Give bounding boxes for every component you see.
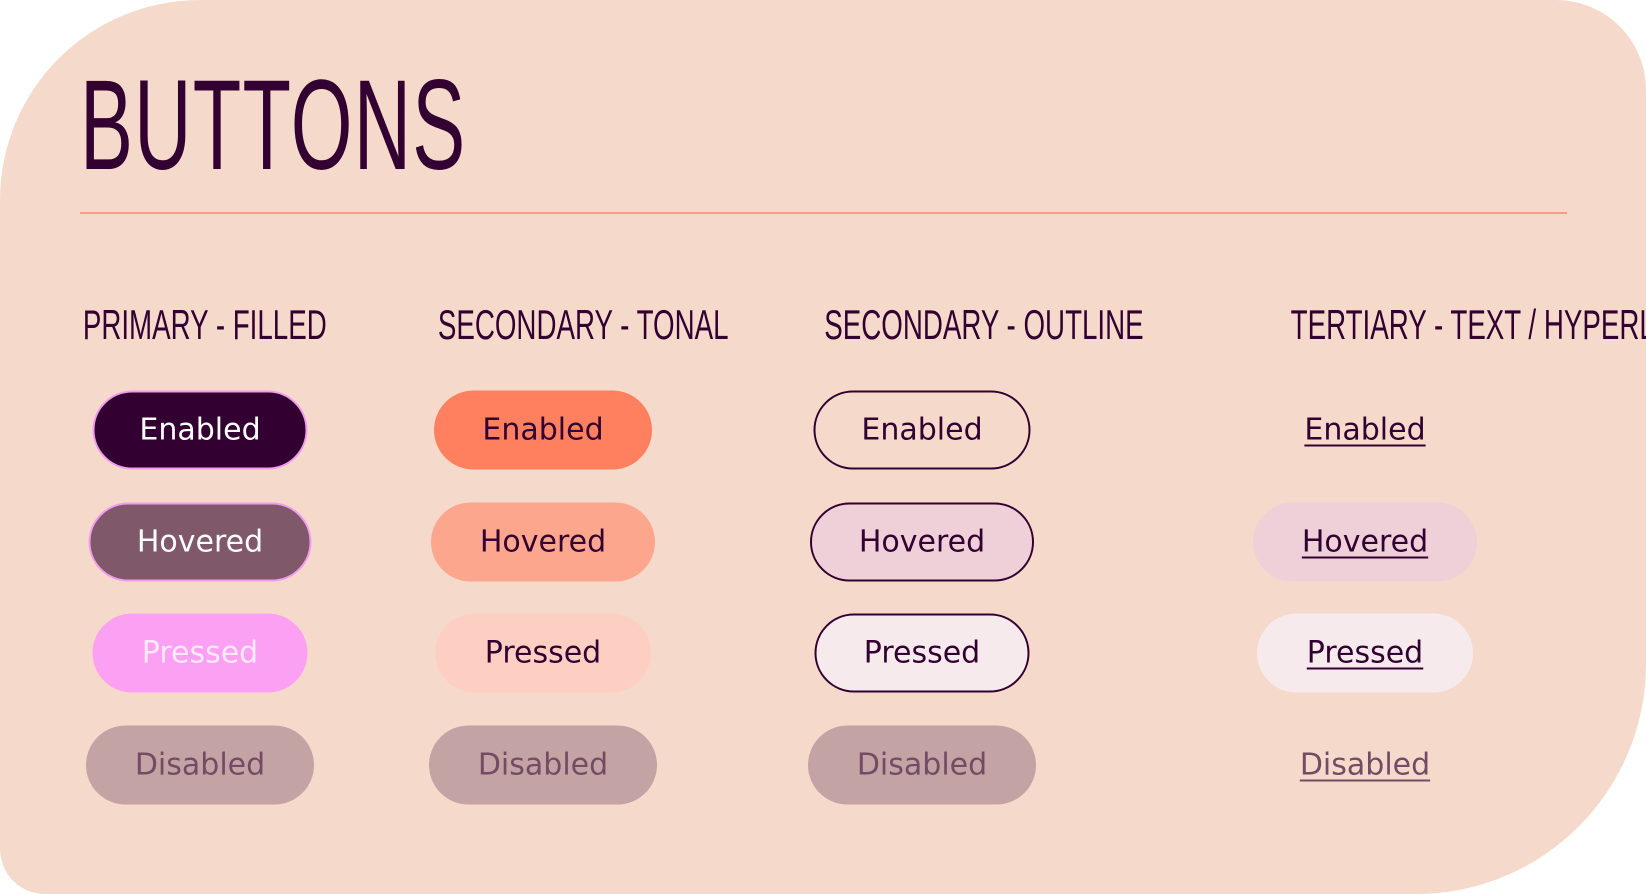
page-title: BUTTONS: [80, 54, 467, 197]
text-disabled-link: Disabled: [1299, 747, 1431, 783]
text-pressed-link[interactable]: Pressed: [1257, 613, 1473, 693]
column-secondary-outline: SECONDARY - OUTLINE Enabled Hovered Pres…: [742, 300, 1144, 805]
divider: [80, 212, 1567, 214]
outline-pressed-button[interactable]: Pressed: [814, 613, 1030, 693]
outline-hovered-button[interactable]: Hovered: [810, 502, 1034, 582]
outline-disabled-button: Disabled: [808, 725, 1036, 805]
text-enabled-link[interactable]: Enabled: [1304, 412, 1426, 448]
outline-enabled-button[interactable]: Enabled: [813, 390, 1031, 470]
column-secondary-tonal: SECONDARY - TONAL Enabled Hovered Presse…: [363, 300, 729, 805]
tonal-enabled-button[interactable]: Enabled: [434, 390, 652, 470]
primary-disabled-button: Disabled: [86, 725, 314, 805]
tonal-hovered-button[interactable]: Hovered: [431, 502, 655, 582]
column-header: PRIMARY - FILLED: [82, 301, 327, 348]
column-header: SECONDARY - TONAL: [437, 301, 729, 348]
column-primary-filled: PRIMARY - FILLED Enabled Hovered Pressed…: [20, 300, 380, 805]
primary-pressed-button[interactable]: Pressed: [92, 613, 308, 693]
column-header: TERTIARY - TEXT / HYPERLINK: [1290, 301, 1646, 348]
primary-enabled-button[interactable]: Enabled: [92, 390, 308, 470]
primary-hovered-button[interactable]: Hovered: [88, 502, 312, 582]
column-header: SECONDARY - OUTLINE: [824, 301, 1144, 348]
tonal-pressed-button[interactable]: Pressed: [435, 613, 651, 693]
text-hovered-link[interactable]: Hovered: [1253, 502, 1477, 582]
tonal-disabled-button: Disabled: [429, 725, 657, 805]
column-tertiary-text: TERTIARY - TEXT / HYPERLINK Enabled Hove…: [1185, 300, 1646, 783]
